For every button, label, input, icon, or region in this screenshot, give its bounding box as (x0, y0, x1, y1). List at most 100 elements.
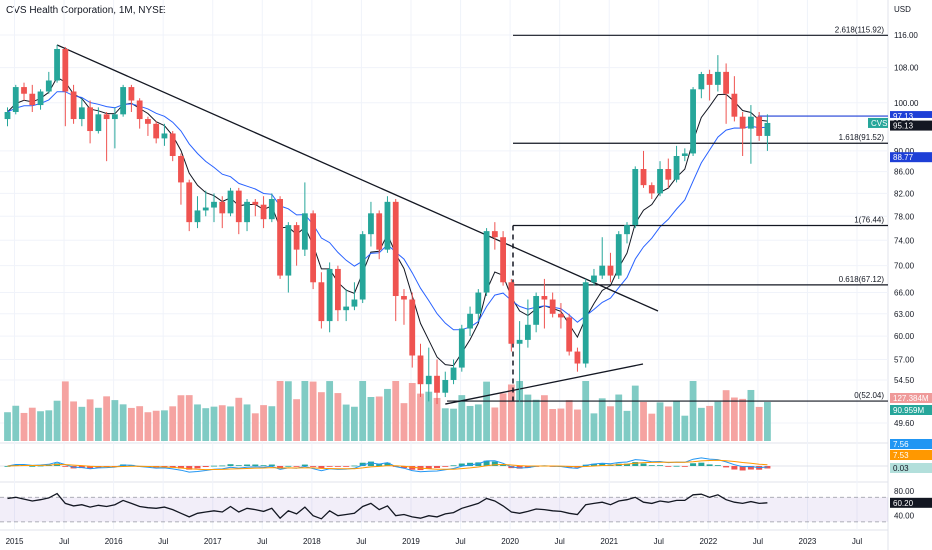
volume-bar (70, 401, 77, 441)
candle-body (615, 234, 622, 276)
symbol-tag: CVS (871, 119, 887, 128)
currency-label: USD (894, 5, 911, 14)
volume-bar (507, 384, 515, 441)
candle-body (244, 201, 250, 223)
candle-body (425, 375, 432, 385)
candle-body (4, 112, 11, 120)
macd-histogram-bar (458, 463, 465, 466)
time-tick-label: 2016 (105, 537, 123, 546)
macd-histogram-bar (384, 462, 391, 466)
volume-bar (53, 400, 61, 441)
volume-bar (169, 406, 177, 441)
volume-bar (598, 398, 606, 441)
price-tag: 88.77 (893, 153, 914, 162)
fib-level-label: 1(76.44) (854, 215, 884, 224)
candle-body (632, 169, 639, 226)
volume-bar (408, 383, 416, 441)
macd-histogram-bar (227, 464, 234, 466)
price-tick-label: 60.00 (894, 332, 915, 341)
price-tick-label: 90.00 (894, 147, 915, 156)
volume-bar (326, 381, 334, 441)
candle-body (219, 201, 226, 214)
price-tick-label: 108.00 (894, 64, 919, 73)
candle-body (227, 190, 234, 214)
volume-tag: 90.959M (893, 406, 924, 415)
volume-bars (4, 381, 771, 441)
volume-bar (640, 401, 647, 441)
volume-bar (111, 400, 119, 441)
volume-bar (94, 407, 102, 441)
volume-bar (648, 413, 656, 441)
macd-histogram-bar (4, 466, 11, 467)
macd-histogram-bar (252, 464, 259, 466)
candles (4, 44, 771, 405)
candle-body (301, 213, 308, 250)
candle-body (681, 153, 688, 157)
volume-bar (483, 381, 490, 441)
volume-bar (541, 395, 548, 441)
time-tick-label: Jul (753, 537, 763, 546)
candle-body (417, 355, 424, 385)
price-tick-label: 78.00 (894, 212, 915, 221)
candle-body (136, 100, 143, 120)
volume-bar (441, 408, 449, 441)
macd-histogram-bar (235, 465, 242, 467)
candle-body (235, 190, 242, 223)
price-tag: 97.13 (893, 112, 914, 121)
macd-histogram-bar (400, 466, 407, 469)
volume-bar (260, 405, 267, 441)
macd-histogram-bar (500, 464, 507, 466)
time-tick-label: Jul (455, 537, 465, 546)
volume-bar (656, 402, 664, 441)
macd-histogram-bar (747, 466, 754, 470)
candle-body (624, 225, 630, 235)
macd-histogram-bar (293, 466, 300, 467)
candle-body (458, 328, 465, 368)
macd-line (7, 457, 768, 473)
candle-body (161, 133, 168, 139)
volume-bar (194, 404, 201, 441)
macd-histogram-bar (169, 466, 176, 468)
macd-histogram-bar (706, 464, 713, 466)
volume-bar (61, 381, 69, 441)
time-tick-label: Jul (654, 537, 664, 546)
macd-histogram-bar (285, 465, 292, 467)
time-tick-label: 2017 (204, 537, 222, 546)
price-tick-label: 54.50 (894, 376, 915, 385)
macd-histogram-bar (491, 461, 498, 466)
volume-bar (549, 409, 557, 441)
candle-body (392, 201, 399, 297)
volume-bar (623, 410, 631, 441)
candle-body (211, 201, 217, 208)
volume-bar (450, 408, 457, 441)
macd-histogram-bar (681, 466, 688, 467)
macd-histogram-bar (211, 465, 217, 467)
candle-body (326, 268, 333, 322)
candle-body (574, 351, 581, 364)
time-tick-label: 2020 (501, 537, 519, 546)
macd-histogram-bar (244, 464, 251, 466)
volume-bar (351, 406, 358, 441)
candle-body (450, 367, 457, 380)
time-tick-label: 2023 (799, 537, 817, 546)
time-tick-label: Jul (158, 537, 168, 546)
macd-histogram-bar (161, 466, 168, 467)
volume-bar (425, 391, 433, 441)
volume-bar (317, 392, 325, 441)
macd-histogram-bar (425, 466, 432, 469)
volume-bar (755, 406, 763, 441)
candle-body (368, 213, 374, 235)
macd-tag: 0.03 (893, 464, 909, 473)
rsi-band (0, 497, 888, 522)
macd-histogram-bar (673, 465, 680, 467)
volume-bar (103, 396, 111, 441)
downtrend-line (56, 44, 659, 312)
volume-bar (557, 408, 565, 441)
macd-histogram-bar (194, 466, 201, 469)
macd-histogram-bar (714, 465, 721, 466)
rsi-current-tag: 60.20 (893, 499, 914, 508)
macd-pane (0, 457, 888, 473)
volume-bar (689, 381, 697, 441)
macd-histogram-bar (723, 466, 730, 468)
